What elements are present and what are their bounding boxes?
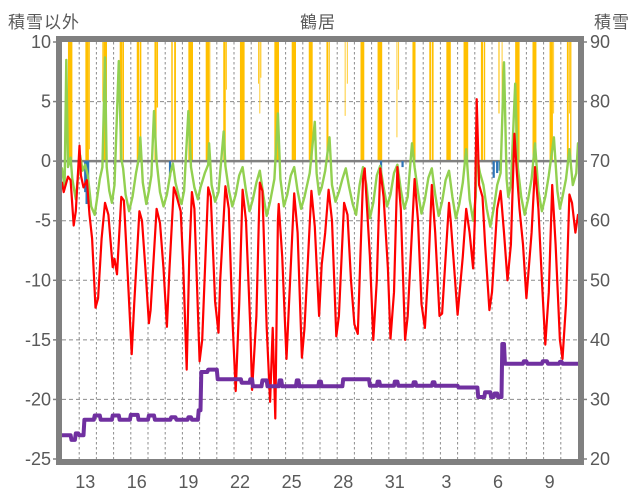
svg-text:-10: -10 bbox=[25, 270, 51, 290]
svg-text:60: 60 bbox=[590, 211, 610, 231]
svg-text:-5: -5 bbox=[35, 211, 51, 231]
right-axis-title: 積雪 bbox=[594, 13, 630, 32]
svg-text:-25: -25 bbox=[25, 449, 51, 469]
svg-text:10: 10 bbox=[31, 32, 51, 52]
sunshine-bars bbox=[67, 42, 572, 162]
svg-text:70: 70 bbox=[590, 151, 610, 171]
svg-text:19: 19 bbox=[178, 472, 198, 492]
svg-text:80: 80 bbox=[590, 92, 610, 112]
snow-depth-line bbox=[61, 342, 579, 442]
svg-text:20: 20 bbox=[590, 449, 610, 469]
svg-text:5: 5 bbox=[41, 92, 51, 112]
temperature-line bbox=[61, 98, 579, 420]
svg-text:25: 25 bbox=[282, 472, 302, 492]
left-axis-title: 積雪以外 bbox=[8, 13, 80, 32]
svg-text:22: 22 bbox=[230, 472, 250, 492]
svg-text:13: 13 bbox=[75, 472, 95, 492]
chart-title: 鶴居 bbox=[300, 13, 336, 32]
svg-text:-20: -20 bbox=[25, 389, 51, 409]
svg-text:-15: -15 bbox=[25, 330, 51, 350]
svg-text:28: 28 bbox=[333, 472, 353, 492]
svg-text:40: 40 bbox=[590, 330, 610, 350]
svg-text:16: 16 bbox=[127, 472, 147, 492]
svg-text:6: 6 bbox=[493, 472, 503, 492]
svg-text:30: 30 bbox=[590, 389, 610, 409]
svg-text:50: 50 bbox=[590, 270, 610, 290]
svg-text:9: 9 bbox=[545, 472, 555, 492]
svg-text:90: 90 bbox=[590, 32, 610, 52]
svg-text:0: 0 bbox=[41, 151, 51, 171]
svg-text:3: 3 bbox=[441, 472, 451, 492]
svg-text:31: 31 bbox=[385, 472, 405, 492]
green-line bbox=[61, 56, 579, 228]
